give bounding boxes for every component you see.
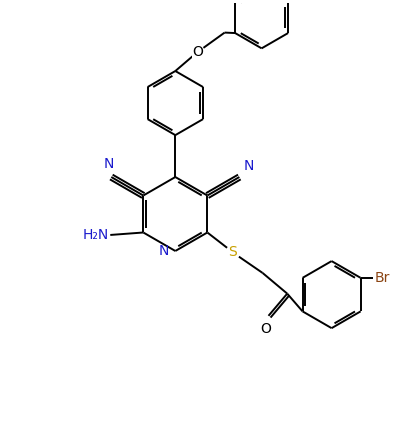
Text: O: O — [192, 45, 203, 59]
Text: H₂N: H₂N — [82, 228, 109, 242]
Text: O: O — [261, 322, 271, 336]
Text: Br: Br — [375, 271, 390, 285]
Text: S: S — [228, 245, 237, 259]
Text: N: N — [159, 244, 170, 258]
Text: N: N — [103, 157, 114, 171]
Text: N: N — [243, 159, 254, 173]
